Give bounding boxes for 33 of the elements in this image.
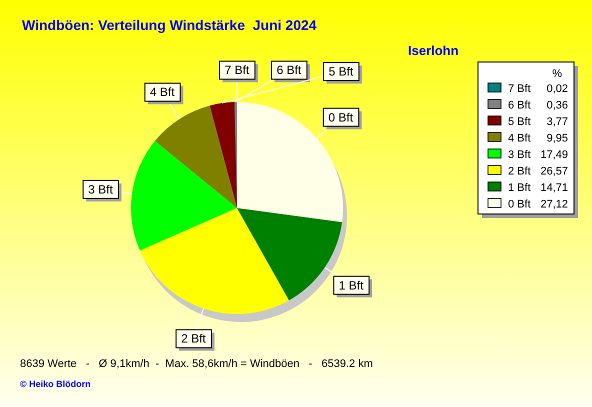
slice-label: 2 Bft [181, 332, 206, 346]
slice-label: 4 Bft [150, 85, 176, 100]
legend-label: 0 Bft [508, 198, 531, 210]
legend-label: 1 Bft [508, 182, 531, 194]
data-label: 27,12 [540, 198, 568, 210]
slice-label: 3 Bft [88, 182, 114, 196]
pie-slice [140, 208, 290, 314]
pie-slice [131, 140, 237, 251]
legend-label: 5 Bft [508, 116, 531, 128]
pie-slice [210, 102, 237, 208]
legend-title: % [552, 68, 562, 80]
data-label: 17,49 [540, 149, 568, 161]
data-label: 14,71 [540, 182, 568, 194]
legend-label: 6 Bft [508, 100, 531, 112]
legend-label: 3 Bft [508, 149, 531, 161]
chart-subtitle: Iserlohn [408, 43, 459, 58]
legend-label: 2 Bft [508, 166, 531, 178]
legend-label: 7 Bft [508, 83, 531, 95]
slice-label: 5 Bft [328, 64, 354, 79]
text: 8639 Werte - Ø 9,1km/h - Max. 58,6km/h = Windböen - 6539.2 km [20, 358, 373, 370]
slice-label: 1 Bft [338, 278, 364, 292]
data-label: 3,77 [546, 116, 568, 128]
legend-label: 4 Bft [508, 132, 531, 144]
slice-label: 0 Bft [328, 110, 354, 124]
chart-title: Windböen: Verteilung Windstärke Juni 2024 [22, 17, 317, 33]
pie-slice [154, 106, 237, 208]
data-label: 9,95 [546, 132, 568, 144]
text: © Heiko Blödorn [20, 379, 91, 389]
data-label: 26,57 [540, 166, 568, 178]
slice-label: 6 Bft [276, 63, 302, 78]
data-label: 0,02 [546, 83, 568, 95]
slice-label: 7 Bft [224, 63, 250, 78]
data-label: 0,36 [546, 100, 568, 112]
